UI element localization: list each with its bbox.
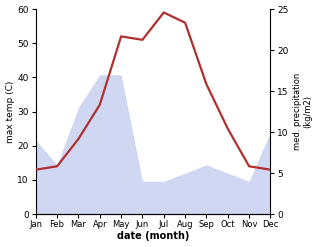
Y-axis label: max temp (C): max temp (C) [5,80,15,143]
Y-axis label: med. precipitation
(kg/m2): med. precipitation (kg/m2) [293,73,313,150]
X-axis label: date (month): date (month) [117,231,189,242]
